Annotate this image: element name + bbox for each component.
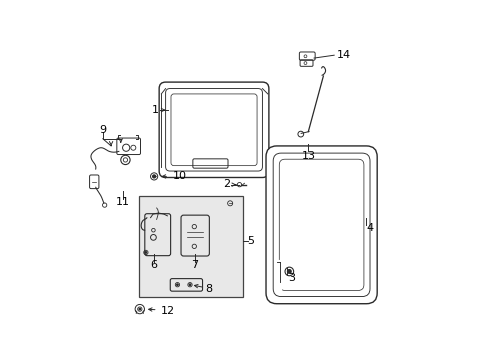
Text: 6: 6	[150, 260, 157, 270]
Text: 8: 8	[204, 284, 212, 294]
FancyBboxPatch shape	[159, 82, 268, 177]
Circle shape	[145, 252, 146, 253]
Circle shape	[189, 284, 190, 285]
Circle shape	[139, 309, 140, 310]
Circle shape	[176, 284, 178, 285]
Text: 4: 4	[366, 224, 373, 233]
Text: 2: 2	[223, 179, 230, 189]
Text: 11: 11	[115, 197, 129, 207]
Text: 3: 3	[288, 273, 295, 283]
Text: 13: 13	[301, 150, 315, 161]
Text: 9: 9	[99, 125, 106, 135]
Text: 12: 12	[161, 306, 175, 315]
Text: 1: 1	[151, 105, 158, 115]
Circle shape	[152, 175, 155, 178]
FancyBboxPatch shape	[265, 146, 376, 304]
Text: 5: 5	[247, 236, 254, 246]
Text: 10: 10	[172, 171, 186, 181]
Text: 7: 7	[191, 260, 198, 270]
Text: 14: 14	[336, 50, 350, 60]
FancyBboxPatch shape	[89, 175, 99, 189]
Bar	[139, 196, 242, 297]
Circle shape	[287, 270, 290, 273]
